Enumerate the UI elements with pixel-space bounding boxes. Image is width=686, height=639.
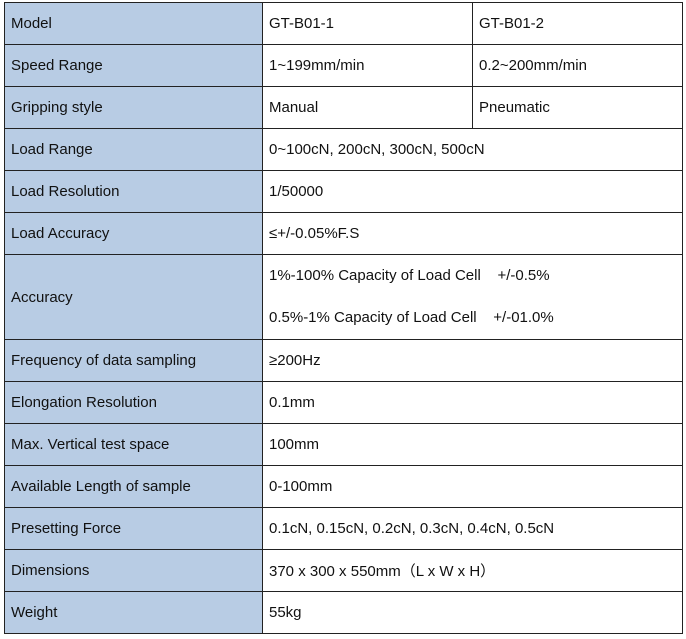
table-row: Weight 55kg bbox=[4, 591, 683, 634]
row-label: Max. Vertical test space bbox=[4, 423, 263, 466]
table-row: Max. Vertical test space 100mm bbox=[4, 423, 683, 466]
value-cell: GT-B01-2 bbox=[472, 2, 683, 45]
row-label: Model bbox=[4, 2, 263, 45]
value-cell: Pneumatic bbox=[472, 86, 683, 129]
table-row: Model GT-B01-1 GT-B01-2 bbox=[4, 2, 683, 45]
row-label: Available Length of sample bbox=[4, 465, 263, 508]
value-cell: Manual bbox=[262, 86, 473, 129]
row-label: Dimensions bbox=[4, 549, 263, 592]
value-cell: 1%-100% Capacity of Load Cell +/-0.5% 0.5… bbox=[262, 254, 683, 340]
value-cell: 1/50000 bbox=[262, 170, 683, 213]
value-line: 1%-100% Capacity of Load Cell +/-0.5% bbox=[269, 267, 550, 284]
table-row: Gripping style Manual Pneumatic bbox=[4, 86, 683, 129]
table-row: Presetting Force 0.1cN, 0.15cN, 0.2cN, 0.… bbox=[4, 507, 683, 550]
table-row: Frequency of data sampling ≥200Hz bbox=[4, 339, 683, 382]
value-cell: GT-B01-1 bbox=[262, 2, 473, 45]
table-row: Load Range 0~100cN, 200cN, 300cN, 500cN bbox=[4, 128, 683, 171]
value-line: 0.5%-1% Capacity of Load Cell +/-01.0% bbox=[269, 309, 554, 326]
value-cell: 100mm bbox=[262, 423, 683, 466]
row-label: Accuracy bbox=[4, 254, 263, 340]
row-label: Gripping style bbox=[4, 86, 263, 129]
value-cell: 0-100mm bbox=[262, 465, 683, 508]
row-label: Speed Range bbox=[4, 44, 263, 87]
row-label: Load Range bbox=[4, 128, 263, 171]
row-label: Frequency of data sampling bbox=[4, 339, 263, 382]
value-cell: 1~199mm/min bbox=[262, 44, 473, 87]
table-body: Model GT-B01-1 GT-B01-2 Speed Range 1~199mm/… bbox=[4, 2, 683, 634]
table-row: Speed Range 1~199mm/min 0.2~200mm/min bbox=[4, 44, 683, 87]
table-row: Load Accuracy ≤+/-0.05%F.S bbox=[4, 212, 683, 255]
value-cell: 0.1mm bbox=[262, 381, 683, 424]
value-cell: ≥200Hz bbox=[262, 339, 683, 382]
row-label: Load Resolution bbox=[4, 170, 263, 213]
spec-table: Model GT-B01-1 GT-B01-2 Speed Range 1~199mm/… bbox=[4, 2, 683, 634]
table-row: Elongation Resolution 0.1mm bbox=[4, 381, 683, 424]
value-cell: ≤+/-0.05%F.S bbox=[262, 212, 683, 255]
row-label: Weight bbox=[4, 591, 263, 634]
value-cell: 0.2~200mm/min bbox=[472, 44, 683, 87]
table-row: Dimensions 370 x 300 x 550mm（L x W x H） bbox=[4, 549, 683, 592]
table-row: Accuracy 1%-100% Capacity of Load Cell +/… bbox=[4, 254, 683, 340]
table-row: Load Resolution 1/50000 bbox=[4, 170, 683, 213]
row-label: Elongation Resolution bbox=[4, 381, 263, 424]
row-label: Presetting Force bbox=[4, 507, 263, 550]
value-cell: 370 x 300 x 550mm（L x W x H） bbox=[262, 549, 683, 592]
value-cell: 0.1cN, 0.15cN, 0.2cN, 0.3cN, 0.4cN, 0.5c… bbox=[262, 507, 683, 550]
table-row: Available Length of sample 0-100mm bbox=[4, 465, 683, 508]
value-cell: 55kg bbox=[262, 591, 683, 634]
row-label: Load Accuracy bbox=[4, 212, 263, 255]
value-cell: 0~100cN, 200cN, 300cN, 500cN bbox=[262, 128, 683, 171]
